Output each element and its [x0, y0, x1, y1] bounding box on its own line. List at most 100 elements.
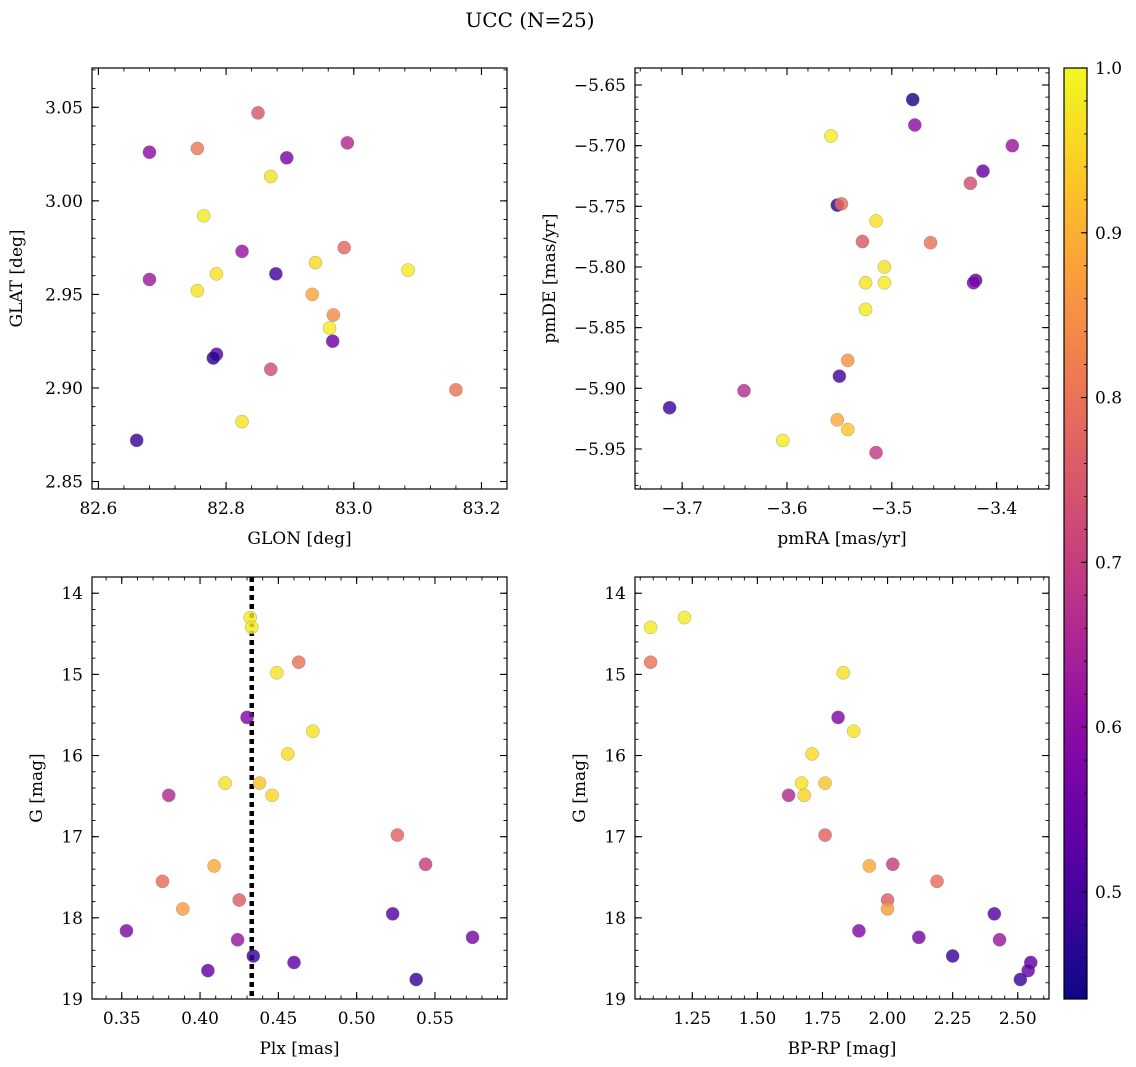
y-tick-label: 2.90	[45, 379, 83, 399]
x-tick-label: 0.45	[259, 1009, 297, 1029]
colorbar-tick-label: 0.5	[1095, 883, 1122, 903]
y-tick-label: 15	[604, 665, 626, 685]
data-point	[209, 266, 224, 281]
x-tick-label: 1.25	[673, 1009, 711, 1029]
data-point	[308, 255, 323, 270]
data-point	[643, 655, 658, 670]
data-point	[805, 747, 819, 761]
x-tick-label: 1.50	[738, 1009, 776, 1029]
data-point	[390, 828, 405, 842]
colorbar-tick-label: 1.0	[1095, 59, 1122, 79]
data-point	[781, 788, 796, 803]
y-axis-label: G [mag]	[570, 753, 590, 822]
data-point	[846, 724, 861, 739]
y-tick-label: 17	[604, 828, 626, 848]
data-point	[265, 788, 279, 803]
data-point	[269, 266, 283, 281]
data-point	[862, 859, 877, 873]
data-point	[818, 776, 832, 790]
data-point	[230, 932, 245, 947]
data-point	[244, 620, 259, 635]
data-point	[269, 665, 284, 680]
y-tick-label: 16	[604, 747, 626, 767]
data-point	[834, 197, 849, 211]
data-point	[142, 272, 157, 287]
y-tick-label: −5.65	[574, 76, 626, 96]
y-axis-label: pmDE [mas/yr]	[540, 213, 560, 343]
x-tick-label: 83.2	[463, 499, 501, 519]
data-point	[161, 788, 176, 803]
axes-frame	[634, 576, 1050, 1000]
x-tick-label: −3.7	[662, 499, 703, 519]
y-tick-label: 18	[604, 909, 626, 929]
x-tick-label: 82.8	[207, 499, 245, 519]
data-point	[963, 176, 978, 191]
y-tick-label: −5.90	[574, 379, 626, 399]
axes-frame	[91, 576, 508, 1000]
x-axis-label: GLON [deg]	[247, 529, 351, 549]
data-point	[119, 923, 134, 938]
data-point	[662, 400, 677, 415]
data-point	[911, 930, 926, 945]
colorbar-tick-label: 0.8	[1095, 389, 1122, 409]
y-tick-label: −5.80	[574, 258, 626, 278]
data-point	[1013, 972, 1028, 987]
data-point	[240, 710, 254, 725]
plot-panels: 82.6 82.8 83.0 83.2 2.85 2.90 2.95 3.00 3.05 GLON…	[7, 67, 1050, 1059]
panel-lb: 82.6 82.8 83.0 83.2 2.85 2.90 2.95 3.00 3.05 GLON…	[7, 67, 508, 549]
data-point	[465, 930, 480, 945]
y-tick-label: 3.05	[45, 98, 83, 118]
data-point	[322, 321, 337, 335]
colorbar-tick-label: 0.9	[1095, 224, 1122, 244]
colorbar-gradient	[1064, 68, 1087, 999]
panel-pm: −3.7 −3.6 −3.5 −3.4 −5.95 −5.90 −5.85 −5.80 −5.7…	[540, 67, 1050, 549]
data-point	[235, 414, 249, 429]
data-point	[836, 665, 851, 680]
y-tick-label: −5.70	[574, 137, 626, 157]
data-point	[797, 788, 812, 803]
data-point	[287, 955, 301, 970]
data-point	[218, 776, 232, 790]
data-point	[831, 710, 845, 725]
data-point	[976, 164, 990, 178]
data-point	[305, 287, 320, 302]
data-point	[190, 283, 205, 298]
y-tick-label: 16	[61, 747, 83, 767]
data-point	[155, 874, 170, 889]
data-point	[325, 334, 340, 349]
y-tick-label: 3.00	[45, 192, 83, 212]
data-point	[175, 902, 190, 916]
plot-area-plx	[119, 577, 480, 999]
data-point	[142, 145, 157, 160]
data-point	[877, 260, 892, 274]
data-point	[279, 150, 294, 165]
data-point	[992, 932, 1007, 947]
x-tick-label: 0.50	[338, 1009, 376, 1029]
data-point	[869, 214, 883, 228]
panel-plx: 0.35 0.40 0.45 0.50 0.55 14 15 16 17 18 19 Plx [mas…	[27, 576, 508, 1059]
x-tick-label: 83.0	[335, 499, 373, 519]
data-point	[987, 906, 1002, 921]
data-point	[409, 972, 424, 987]
data-point	[775, 433, 790, 448]
data-point	[190, 141, 205, 156]
y-tick-label: 15	[61, 665, 83, 685]
x-tick-label: 82.6	[79, 499, 117, 519]
colorbar-tick-label: 0.7	[1095, 553, 1122, 573]
axes-frame	[91, 67, 508, 490]
plot-area-cmd	[643, 610, 1038, 987]
data-point	[385, 906, 400, 921]
y-tick-label: −5.75	[574, 197, 626, 217]
data-point	[737, 383, 751, 398]
y-tick-label: 14	[61, 584, 83, 604]
data-point	[291, 655, 306, 670]
x-tick-label: 2.50	[999, 1009, 1037, 1029]
data-point	[858, 302, 873, 317]
data-point	[206, 351, 221, 365]
panel-cmd: 1.25 1.50 1.75 2.00 2.25 2.50 14 15 16 17 18 19 BP-R…	[570, 576, 1050, 1059]
data-point	[855, 234, 870, 249]
data-point	[305, 724, 320, 739]
data-point	[830, 412, 845, 427]
plot-area-lb	[129, 106, 463, 448]
